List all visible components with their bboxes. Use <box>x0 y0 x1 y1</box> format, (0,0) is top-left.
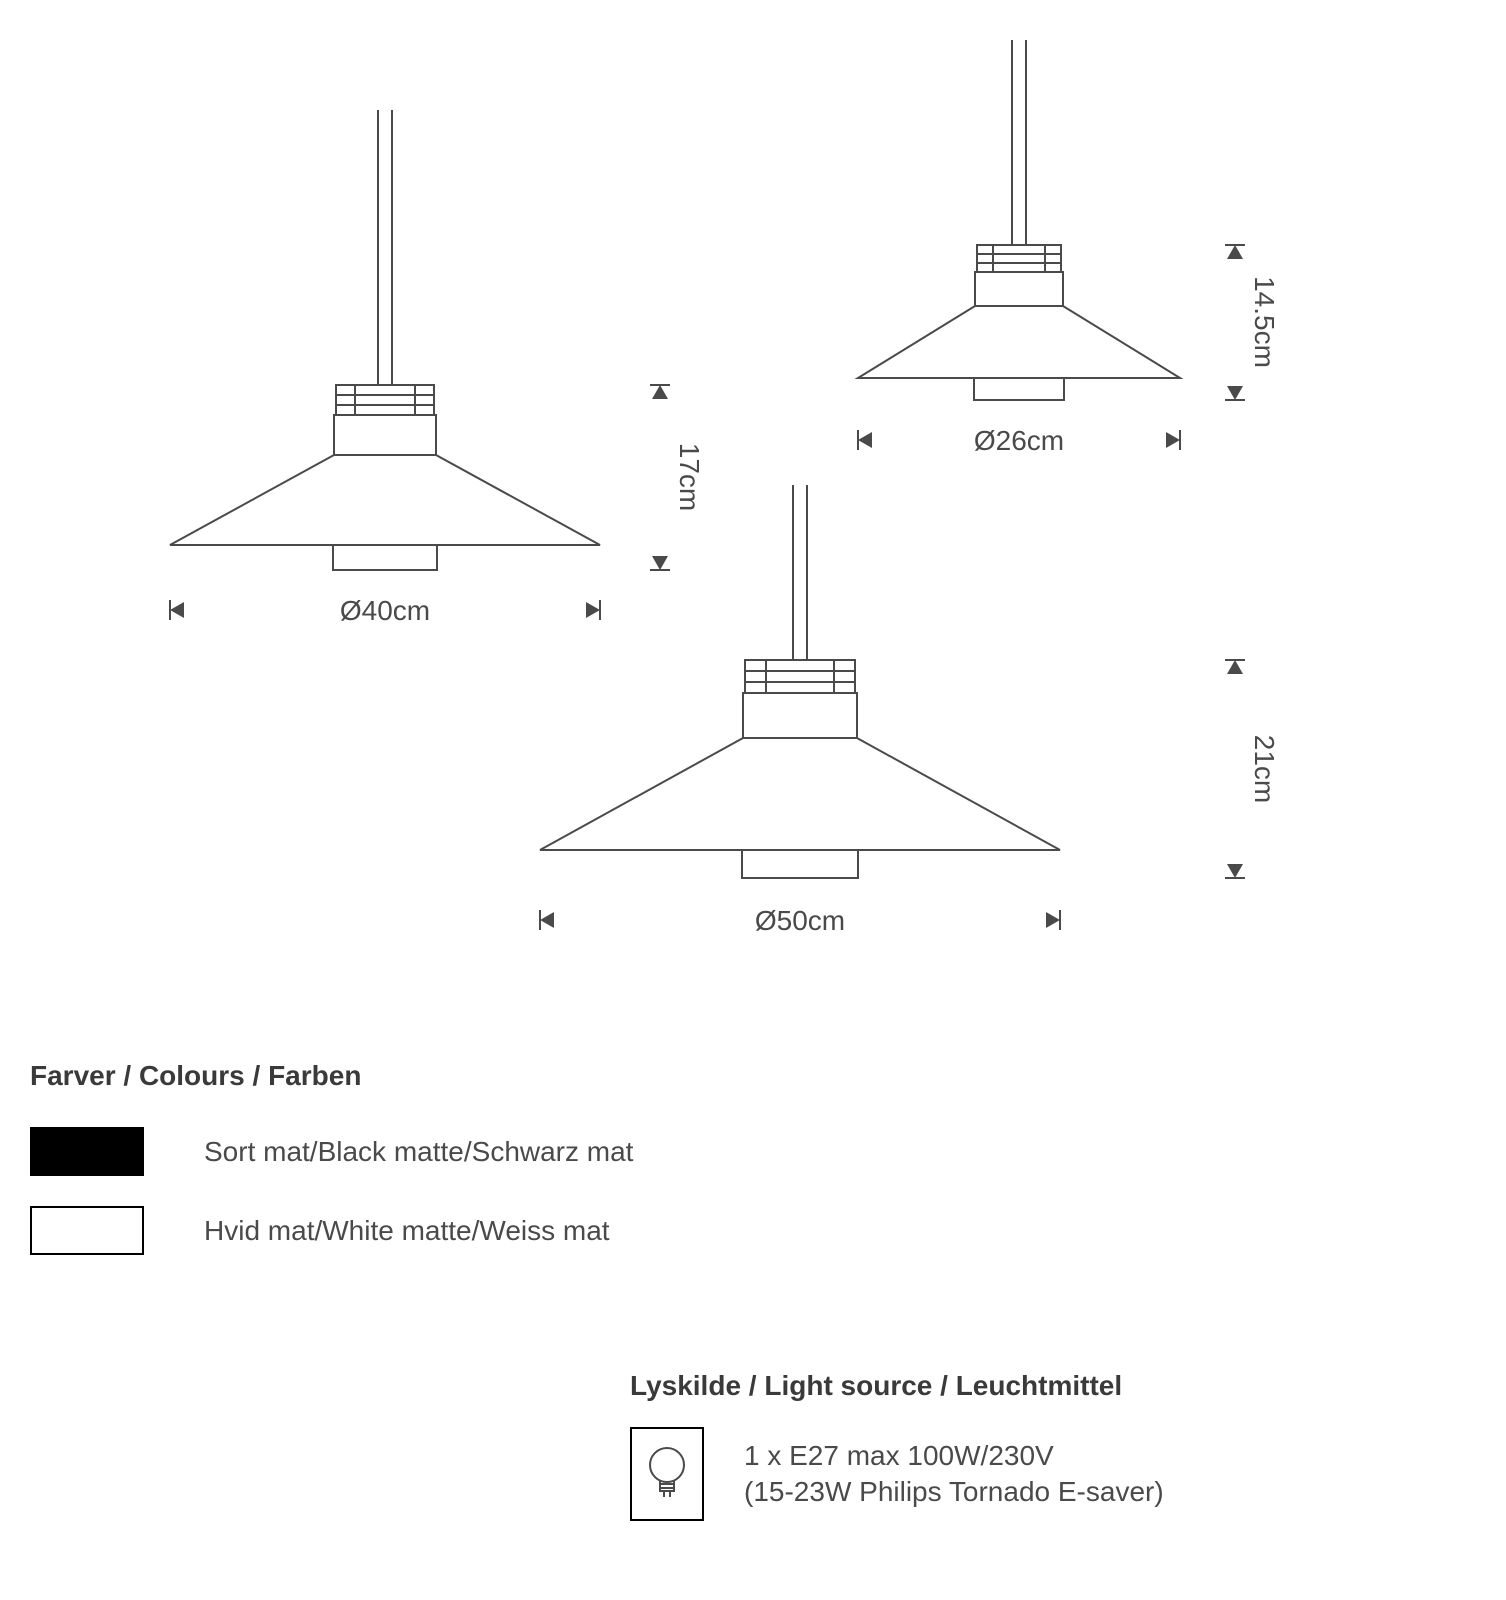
colour-swatch-black <box>30 1127 144 1176</box>
light-source-line1: 1 x E27 max 100W/230V <box>744 1438 1164 1474</box>
colour-label-white: Hvid mat/White matte/Weiss mat <box>204 1215 610 1247</box>
light-source-heading: Lyskilde / Light source / Leuchtmittel <box>630 1370 1164 1402</box>
colour-swatch-white <box>30 1206 144 1255</box>
colours-heading: Farver / Colours / Farben <box>30 1060 633 1092</box>
light-source-line2: (15-23W Philips Tornado E-saver) <box>744 1474 1164 1510</box>
svg-text:Ø40cm: Ø40cm <box>340 595 430 626</box>
svg-text:Ø26cm: Ø26cm <box>974 425 1064 456</box>
svg-text:21cm: 21cm <box>1249 735 1280 803</box>
svg-text:14.5cm: 14.5cm <box>1249 276 1280 368</box>
light-source-section: Lyskilde / Light source / Leuchtmittel 1… <box>630 1370 1164 1521</box>
pendant-lamp-diagram: Ø40cm 17cm Ø26cm 14.5cm <box>0 0 1506 980</box>
svg-text:17cm: 17cm <box>674 443 705 511</box>
bulb-icon <box>630 1427 704 1521</box>
colour-row-white: Hvid mat/White matte/Weiss mat <box>30 1206 633 1255</box>
light-source-text: 1 x E27 max 100W/230V (15-23W Philips To… <box>744 1438 1164 1511</box>
svg-text:Ø50cm: Ø50cm <box>755 905 845 936</box>
colours-section: Farver / Colours / Farben Sort mat/Black… <box>30 1060 633 1255</box>
colour-row-black: Sort mat/Black matte/Schwarz mat <box>30 1127 633 1176</box>
colour-label-black: Sort mat/Black matte/Schwarz mat <box>204 1136 633 1168</box>
